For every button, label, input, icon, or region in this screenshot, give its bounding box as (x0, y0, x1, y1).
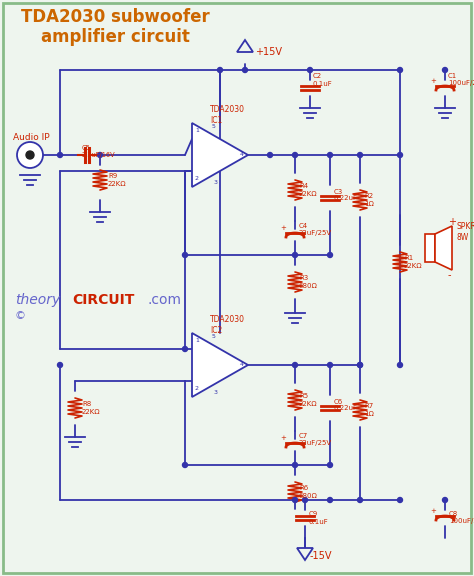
Text: TDA2030
IC1: TDA2030 IC1 (210, 105, 245, 124)
Bar (425, 234, 435, 262)
Circle shape (357, 153, 363, 157)
Text: 2: 2 (195, 386, 199, 392)
Text: R7
1Ω: R7 1Ω (364, 404, 374, 416)
Polygon shape (192, 123, 248, 187)
Circle shape (328, 153, 332, 157)
Text: .com: .com (148, 293, 182, 307)
Text: C8
100uF/25V: C8 100uF/25V (449, 511, 474, 525)
Circle shape (443, 67, 447, 73)
Polygon shape (435, 226, 452, 270)
Text: R5
22KΩ: R5 22KΩ (299, 393, 318, 407)
Text: C1
100uF/25V: C1 100uF/25V (448, 74, 474, 86)
Circle shape (292, 252, 298, 257)
Circle shape (328, 362, 332, 367)
Text: 5: 5 (212, 124, 216, 130)
Circle shape (308, 67, 312, 73)
Circle shape (357, 498, 363, 502)
Text: C5
2.2uF/16V: C5 2.2uF/16V (82, 145, 116, 158)
Circle shape (302, 498, 308, 502)
Text: ©: © (15, 311, 26, 321)
Text: R9
22KΩ: R9 22KΩ (108, 173, 127, 187)
Text: 2: 2 (195, 176, 199, 181)
Circle shape (328, 463, 332, 468)
Text: +: + (448, 217, 456, 227)
Text: 4: 4 (240, 153, 244, 157)
Text: 1: 1 (195, 339, 199, 343)
Text: TDA2030 subwoofer: TDA2030 subwoofer (21, 8, 210, 26)
Polygon shape (237, 40, 253, 52)
Text: C6
0.22uF: C6 0.22uF (334, 399, 358, 411)
Circle shape (182, 347, 188, 351)
Text: R1
22KΩ: R1 22KΩ (404, 256, 423, 268)
Text: 4: 4 (240, 362, 244, 367)
Polygon shape (192, 333, 248, 397)
Text: 3: 3 (214, 391, 218, 396)
Circle shape (292, 498, 298, 502)
FancyBboxPatch shape (3, 3, 471, 573)
Text: +15V: +15V (255, 47, 282, 57)
Circle shape (398, 153, 402, 157)
Circle shape (26, 151, 34, 159)
Text: SPKR
8W: SPKR 8W (457, 222, 474, 242)
Text: -: - (448, 270, 452, 280)
Circle shape (357, 362, 363, 367)
Circle shape (357, 362, 363, 367)
Text: theory: theory (15, 293, 60, 307)
Text: R6
680Ω: R6 680Ω (299, 486, 318, 498)
Circle shape (182, 252, 188, 257)
Text: C2
0.1uF: C2 0.1uF (313, 74, 333, 86)
Circle shape (328, 252, 332, 257)
Text: +: + (430, 508, 436, 514)
Circle shape (17, 142, 43, 168)
Circle shape (292, 463, 298, 468)
Circle shape (328, 498, 332, 502)
Text: TDA2030
IC2: TDA2030 IC2 (210, 315, 245, 335)
Circle shape (443, 498, 447, 502)
Circle shape (57, 153, 63, 157)
Text: +: + (430, 78, 436, 84)
Text: -15V: -15V (310, 551, 332, 561)
Text: +: + (280, 435, 286, 441)
Circle shape (398, 498, 402, 502)
Text: R3
680Ω: R3 680Ω (299, 275, 318, 289)
Text: C7
22uF/25V: C7 22uF/25V (299, 433, 332, 445)
Text: 5: 5 (212, 335, 216, 339)
Circle shape (292, 153, 298, 157)
Circle shape (182, 463, 188, 468)
Text: amplifier circuit: amplifier circuit (41, 28, 190, 46)
Text: C9
0.1uF: C9 0.1uF (309, 511, 329, 525)
Text: C3
0.22uF: C3 0.22uF (334, 188, 358, 202)
Circle shape (267, 153, 273, 157)
Text: R4
22KΩ: R4 22KΩ (299, 184, 318, 196)
Text: R8
22KΩ: R8 22KΩ (82, 401, 100, 415)
Text: R2
1Ω: R2 1Ω (364, 194, 374, 207)
Circle shape (292, 362, 298, 367)
Circle shape (218, 67, 222, 73)
Circle shape (243, 67, 247, 73)
Polygon shape (297, 548, 313, 560)
Text: 3: 3 (214, 180, 218, 185)
Circle shape (98, 153, 102, 157)
Text: 1: 1 (195, 128, 199, 134)
Text: C4
22uF/25V: C4 22uF/25V (299, 222, 332, 236)
Text: +: + (280, 225, 286, 231)
Text: Audio IP: Audio IP (13, 134, 50, 142)
Circle shape (57, 362, 63, 367)
Text: CIRCUIT: CIRCUIT (72, 293, 134, 307)
Circle shape (398, 67, 402, 73)
Circle shape (398, 362, 402, 367)
